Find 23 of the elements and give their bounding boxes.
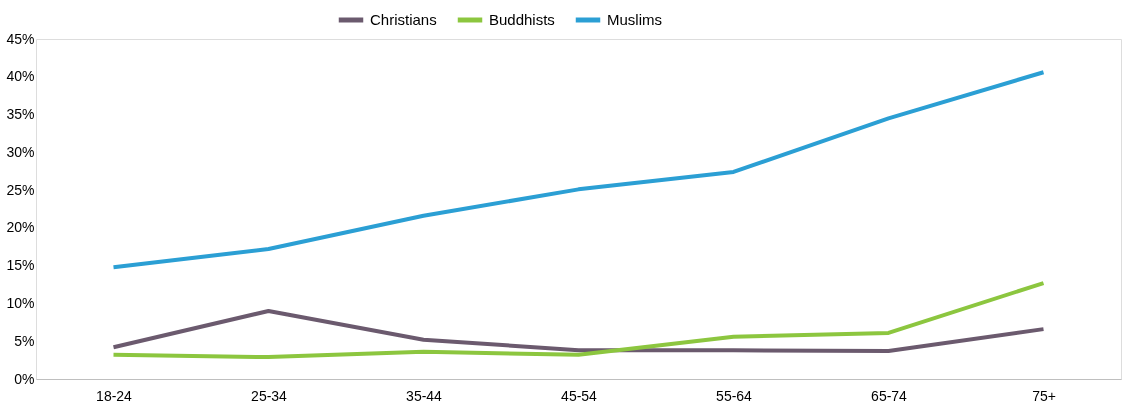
y-tick-label: 10%: [6, 294, 35, 311]
y-tick-label: 5%: [14, 332, 35, 349]
x-tick-label: 25-34: [251, 387, 288, 404]
line-series: [111, 281, 1046, 360]
y-tick-label: 15%: [6, 257, 35, 274]
y-tick-label: 20%: [6, 219, 35, 236]
y-tick-label: 25%: [6, 181, 35, 198]
x-tick-label: 18-24: [96, 387, 133, 404]
y-tick-label: 30%: [6, 143, 35, 160]
x-tick-label: 45-54: [561, 387, 598, 404]
x-tick-label: 55-64: [716, 387, 753, 404]
x-tick-label: 35-44: [406, 387, 443, 404]
legend-label: Buddhists: [489, 11, 555, 28]
x-tick-label: 75+: [1032, 387, 1056, 404]
x-tick-label: 65-74: [871, 387, 908, 404]
legend-label: Muslims: [607, 11, 662, 28]
y-tick-label: 40%: [6, 68, 35, 85]
line-series: [111, 309, 1046, 354]
legend-label: Christians: [370, 11, 437, 28]
line-series: [111, 70, 1046, 270]
y-tick-label: 45%: [6, 30, 35, 47]
y-tick-label: 35%: [6, 106, 35, 123]
y-tick-label: 0%: [14, 370, 35, 387]
